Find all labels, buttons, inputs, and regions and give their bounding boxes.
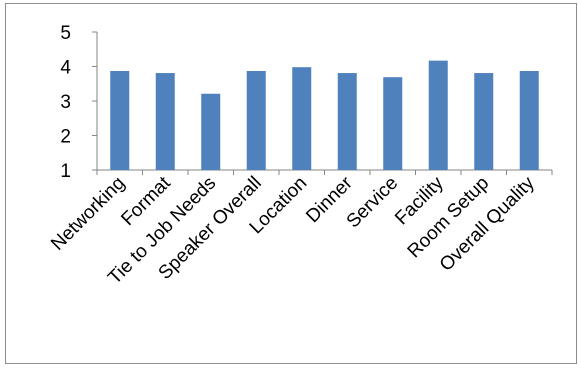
bar	[519, 70, 539, 170]
bar	[110, 70, 130, 170]
bar	[428, 60, 448, 171]
bars	[110, 60, 539, 171]
y-tick-label: 4	[60, 58, 71, 79]
category-label: Service	[343, 173, 403, 233]
y-tick-label: 2	[60, 127, 71, 148]
category-label: Networking	[47, 173, 129, 255]
y-tick-label: 1	[60, 161, 71, 182]
bar	[474, 73, 494, 170]
y-tick-label: 3	[60, 92, 71, 113]
y-axis: 1 2 3 4 5	[60, 23, 98, 182]
bar	[292, 67, 312, 170]
y-tick-label: 5	[60, 23, 71, 44]
bar	[337, 73, 357, 170]
bar	[246, 70, 266, 170]
chart-frame	[5, 3, 577, 364]
bar	[383, 77, 403, 170]
bar	[201, 93, 221, 170]
x-axis	[96, 169, 553, 175]
bar	[155, 73, 175, 170]
